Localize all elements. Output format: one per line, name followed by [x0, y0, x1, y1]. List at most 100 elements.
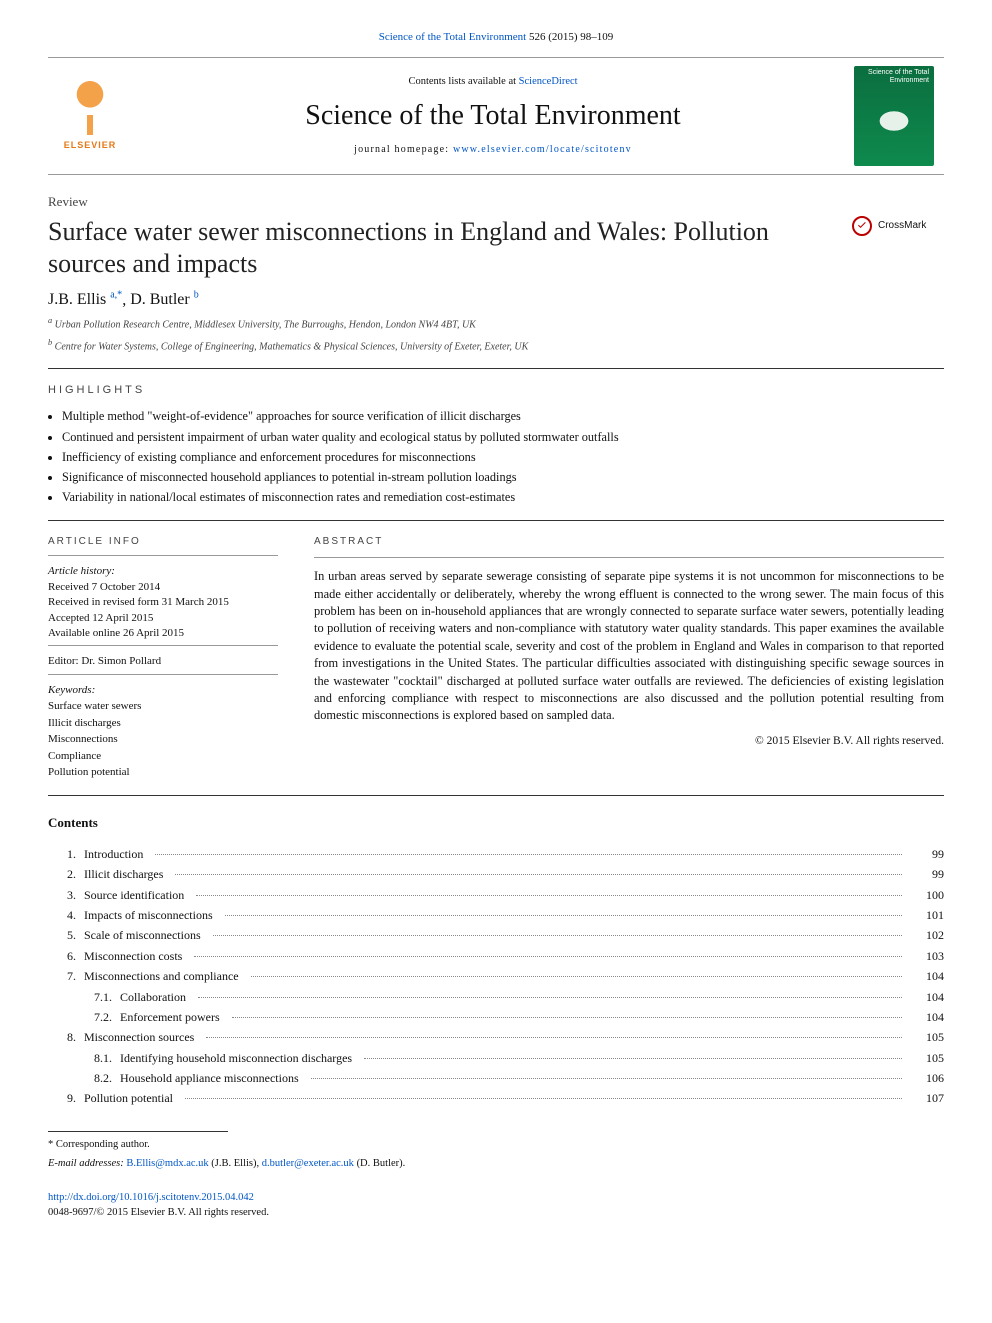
- toc-leader-dots: [206, 1037, 902, 1038]
- divider: [48, 368, 944, 369]
- toc-title: Source identification: [84, 885, 184, 905]
- toc-title: Pollution potential: [84, 1088, 173, 1108]
- toc-title: Scale of misconnections: [84, 925, 201, 945]
- toc-number: 7.2.: [48, 1007, 112, 1027]
- toc-leader-dots: [194, 956, 902, 957]
- toc-row: 6.Misconnection costs103: [48, 946, 944, 966]
- toc-page: 101: [914, 905, 944, 925]
- toc-number: 2.: [48, 864, 76, 884]
- toc-number: 8.: [48, 1027, 76, 1047]
- table-of-contents: 1. Introduction 992. Illicit discharges 99 3.…: [48, 844, 944, 1109]
- editor-line: Editor: Dr. Simon Pollard: [48, 654, 278, 669]
- toc-leader-dots: [311, 1078, 902, 1079]
- toc-leader-dots: [198, 997, 902, 998]
- toc-row: 2.Illicit discharges99: [48, 864, 944, 884]
- toc-page: 102: [914, 925, 944, 945]
- toc-leader-dots: [155, 854, 902, 855]
- author-email-1[interactable]: B.Ellis@mdx.ac.uk: [126, 1158, 208, 1169]
- toc-leader-dots: [213, 935, 902, 936]
- toc-leader-dots: [364, 1058, 902, 1059]
- journal-homepage-line: journal homepage: www.elsevier.com/locat…: [150, 143, 836, 157]
- email-line: E-mail addresses: B.Ellis@mdx.ac.uk (J.B…: [48, 1157, 944, 1172]
- doi-block: http://dx.doi.org/10.1016/j.scitotenv.20…: [48, 1191, 944, 1220]
- corresponding-author: * Corresponding author.: [48, 1138, 944, 1153]
- toc-number: 8.1.: [48, 1048, 112, 1068]
- toc-title: Impacts of misconnections: [84, 905, 213, 925]
- author-1-mark[interactable]: a,*: [110, 290, 122, 301]
- toc-title: Introduction: [84, 844, 143, 864]
- keyword: Compliance: [48, 748, 278, 765]
- toc-number: 6.: [48, 946, 76, 966]
- toc-page: 107: [914, 1088, 944, 1108]
- toc-page: 100: [914, 885, 944, 905]
- keyword: Misconnections: [48, 731, 278, 748]
- toc-title: Enforcement powers: [120, 1007, 220, 1027]
- affil-a-text: Urban Pollution Research Centre, Middles…: [55, 320, 476, 331]
- toc-row: 7.Misconnections and compliance104: [48, 966, 944, 986]
- toc-number: 9.: [48, 1088, 76, 1108]
- toc-leader-dots: [232, 1017, 902, 1018]
- abstract-heading: ABSTRACT: [314, 535, 944, 549]
- masthead-center: Contents lists available at ScienceDirec…: [150, 75, 836, 157]
- author-2-mark[interactable]: b: [194, 290, 199, 301]
- toc-row: 1. Introduction 99: [48, 844, 944, 864]
- info-abstract-row: ARTICLE INFO Article history: Received 7…: [48, 535, 944, 780]
- abstract-text: In urban areas served by separate sewera…: [314, 568, 944, 724]
- keywords-label: Keywords:: [48, 684, 95, 696]
- toc-row: 4.Impacts of misconnections101: [48, 905, 944, 925]
- email-label: E-mail addresses:: [48, 1158, 126, 1169]
- article-info-heading: ARTICLE INFO: [48, 535, 278, 549]
- highlight-item: Multiple method "weight-of-evidence" app…: [62, 408, 944, 425]
- journal-name: Science of the Total Environment: [150, 96, 836, 135]
- keyword: Illicit discharges: [48, 715, 278, 732]
- cover-thumb-container: Science of the Total Environment: [854, 66, 944, 166]
- highlight-item: Inefficiency of existing compliance and …: [62, 449, 944, 466]
- toc-page: 104: [914, 987, 944, 1007]
- elsevier-logo: ELSEVIER: [56, 74, 124, 158]
- contents-prefix: Contents lists available at: [408, 76, 518, 87]
- author-list: J.B. Ellis a,*, D. Butler b: [48, 289, 944, 312]
- elsevier-tree-icon: [66, 81, 114, 135]
- toc-page: 99: [914, 844, 944, 864]
- affiliation-b: b Centre for Water Systems, College of E…: [48, 337, 944, 354]
- toc-title: Identifying household misconnection disc…: [120, 1048, 352, 1068]
- elsevier-wordmark: ELSEVIER: [64, 139, 117, 152]
- doi-link[interactable]: http://dx.doi.org/10.1016/j.scitotenv.20…: [48, 1192, 254, 1203]
- affil-b-text: Centre for Water Systems, College of Eng…: [55, 341, 529, 352]
- journal-cover-thumb: Science of the Total Environment: [854, 66, 934, 166]
- author-1: J.B. Ellis a,*: [48, 291, 122, 308]
- toc-row: 5.Scale of misconnections102: [48, 925, 944, 945]
- author-1-name: J.B. Ellis: [48, 291, 106, 308]
- highlights-list: Multiple method "weight-of-evidence" app…: [48, 408, 944, 506]
- toc-leader-dots: [175, 874, 902, 875]
- journal-masthead: ELSEVIER Contents lists available at Sci…: [48, 57, 944, 175]
- toc-title: Illicit discharges: [84, 864, 163, 884]
- publisher-logo-container: ELSEVIER: [48, 74, 132, 158]
- history-line: Received in revised form 31 March 2015: [48, 595, 278, 610]
- toc-title: Misconnections and compliance: [84, 966, 239, 986]
- toc-row: 8.1. Identifying household misconnection …: [48, 1048, 944, 1068]
- contents-heading: Contents: [48, 814, 944, 832]
- article-title: Surface water sewer misconnections in En…: [48, 216, 828, 281]
- toc-leader-dots: [251, 976, 902, 977]
- crossmark-label: CrossMark: [878, 219, 926, 233]
- toc-row: 9. Pollution potential 107: [48, 1088, 944, 1108]
- toc-number: 8.2.: [48, 1068, 112, 1088]
- highlights-heading: HIGHLIGHTS: [48, 383, 944, 398]
- highlight-item: Significance of misconnected household a…: [62, 469, 944, 486]
- divider: [48, 795, 944, 796]
- author-email-2[interactable]: d.butler@exeter.ac.uk: [262, 1158, 354, 1169]
- toc-number: 1.: [48, 844, 76, 864]
- toc-number: 3.: [48, 885, 76, 905]
- toc-leader-dots: [225, 915, 902, 916]
- divider: [48, 520, 944, 521]
- toc-title: Misconnection sources: [84, 1027, 194, 1047]
- sciencedirect-link[interactable]: ScienceDirect: [519, 76, 578, 87]
- homepage-url[interactable]: www.elsevier.com/locate/scitotenv: [453, 144, 632, 155]
- footnote-rule: [48, 1131, 228, 1132]
- abstract-copyright: © 2015 Elsevier B.V. All rights reserved…: [314, 733, 944, 749]
- affil-a-mark: a: [48, 316, 52, 325]
- toc-title: Collaboration: [120, 987, 186, 1007]
- crossmark-badge[interactable]: CrossMark: [852, 216, 944, 236]
- running-head-journal-link[interactable]: Science of the Total Environment: [379, 31, 527, 43]
